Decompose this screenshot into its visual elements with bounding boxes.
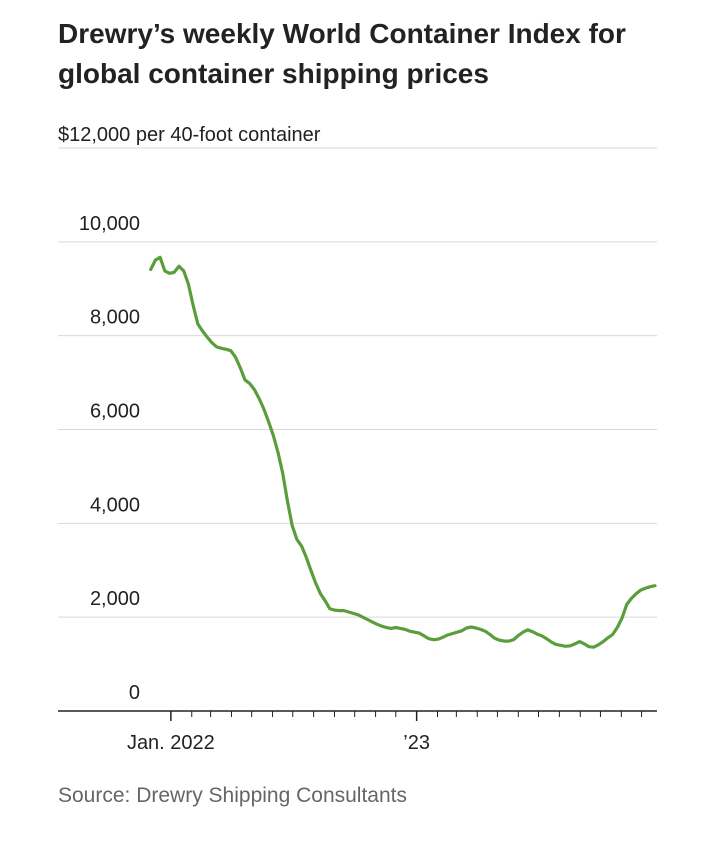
y-axis-unit-label: $12,000 per 40-foot container — [58, 124, 321, 146]
y-axis-tick-labels: 0 2,000 4,000 6,000 8,000 10,000 — [79, 213, 140, 704]
x-axis-tick-labels: Jan. 2022 ’23 — [127, 732, 430, 754]
y-tick-label: 8,000 — [90, 307, 140, 329]
series-line-world-container-index — [149, 255, 657, 649]
gridlines — [58, 147, 657, 618]
x-tick-label: ’23 — [403, 732, 430, 754]
y-tick-label: 0 — [129, 682, 140, 704]
y-tick-label: 10,000 — [79, 213, 140, 235]
chart-title: Drewry’s weekly World Container Index fo… — [58, 18, 626, 89]
y-tick-label: 4,000 — [90, 494, 140, 516]
x-tick-label: Jan. 2022 — [127, 732, 215, 754]
x-axis — [58, 710, 657, 721]
y-tick-label: 2,000 — [90, 588, 140, 610]
source-note: Source: Drewry Shipping Consultants — [58, 784, 408, 807]
y-tick-label: 6,000 — [90, 401, 140, 423]
